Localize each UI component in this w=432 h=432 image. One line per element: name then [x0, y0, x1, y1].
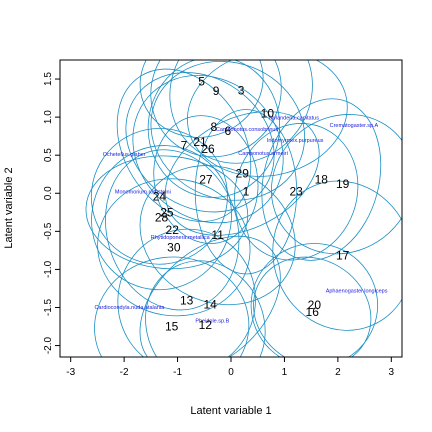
site-ellipse: [90, 128, 228, 265]
site-label: 30: [167, 240, 181, 254]
site-ellipse: [91, 145, 232, 291]
site-label: 20: [308, 298, 322, 312]
species-label: Crematogaster.sp.A: [330, 123, 379, 129]
site-ellipse: [97, 178, 251, 317]
x-tick-label: 0: [228, 367, 234, 378]
x-tick-label: -2: [120, 367, 129, 378]
species-label: Iridomyrmex.purpureus: [267, 138, 324, 144]
x-tick-label: -3: [66, 367, 75, 378]
y-tick-label: -2.0: [43, 337, 54, 355]
site-label: 7: [181, 138, 188, 152]
y-axis-title: Latent variable 2: [3, 167, 15, 248]
site-ellipse: [194, 109, 298, 275]
y-tick-label: 0.0: [43, 186, 54, 200]
species-label: Rhytidoponera.metallica: [151, 235, 211, 241]
site-label: 21: [193, 135, 207, 149]
site-label: 10: [261, 106, 275, 120]
y-tick-label: 1.5: [43, 72, 54, 86]
site-label: 3: [238, 83, 245, 97]
site-label: 26: [201, 142, 215, 156]
y-tick-label: -1.0: [43, 260, 54, 278]
species-label: Monomorium.rothsteini: [115, 189, 171, 195]
species-label: Ochetellus.glaber: [103, 152, 146, 158]
site-ellipse: [85, 155, 249, 270]
site-label: 5: [198, 74, 205, 88]
x-axis: -3 -2 -1 0 1 2 3: [66, 357, 395, 378]
species-label: Pheidole.sp.B: [195, 319, 229, 325]
site-ellipse: [272, 180, 402, 331]
site-ellipse: [187, 60, 348, 177]
site-label: 16: [306, 305, 320, 319]
y-tick-label: -1.5: [43, 298, 54, 316]
site-label: 17: [336, 249, 350, 263]
site-label: 6: [224, 124, 231, 138]
x-tick-label: 1: [282, 367, 288, 378]
site-ellipse: [169, 60, 313, 164]
x-tick-label: 2: [335, 367, 341, 378]
y-tick-label: 0.5: [43, 148, 54, 162]
site-label: 9: [213, 84, 220, 98]
site-label: 1: [243, 185, 250, 199]
site-label: 15: [165, 320, 179, 334]
species-label: Cardiocondyla.nuda.atalanta: [94, 305, 165, 311]
site-label: 29: [236, 166, 250, 180]
site-label: 14: [203, 297, 217, 311]
species-label: Camponotus.armeiri: [238, 151, 288, 157]
species-label: Nylanderia.capitatus: [269, 115, 319, 121]
site-ellipse: [261, 98, 382, 261]
species-labels: Nylanderia.capitatus Crematogaster.sp.A Ir…: [94, 115, 387, 324]
site-label: 24: [153, 189, 167, 203]
site-label: 27: [199, 173, 213, 187]
site-ellipse: [271, 114, 402, 255]
site-ellipse: [250, 243, 379, 357]
site-label: 25: [160, 205, 174, 219]
site-ellipse: [234, 123, 359, 261]
site-ellipse: [150, 60, 306, 201]
site-label: 22: [166, 223, 180, 237]
x-axis-title: Latent variable 1: [190, 405, 271, 417]
site-ellipse: [153, 115, 259, 244]
site-ellipse: [139, 165, 296, 306]
y-axis: -2.0 -1.5 -1.0 -0.5 0.0 0.5 1.0 1.5: [43, 72, 60, 355]
site-ellipse: [145, 260, 266, 357]
site-ellipse: [164, 111, 320, 236]
site-ellipse: [125, 72, 275, 213]
site-ellipse: [150, 60, 282, 158]
site-label: 18: [315, 173, 329, 187]
site-label: 28: [155, 211, 169, 225]
species-label: Camponotus.consobrinus: [216, 127, 279, 133]
site-label: 11: [211, 228, 224, 242]
site-label: 8: [211, 120, 218, 134]
site-ellipse: [139, 60, 264, 138]
species-label: Aphaenogaster.longiceps: [326, 288, 388, 294]
x-tick-label: 3: [389, 367, 395, 378]
site-label: 12: [199, 318, 213, 332]
site-ellipse: [94, 256, 250, 357]
site-ellipse: [116, 68, 252, 222]
site-label: 13: [180, 294, 194, 308]
confidence-ellipses: [85, 60, 402, 357]
y-tick-label: -0.5: [43, 222, 54, 240]
site-label: 19: [336, 177, 350, 191]
site-label: 23: [290, 185, 304, 199]
y-tick-label: 1.0: [43, 110, 54, 124]
site-ellipse: [105, 149, 240, 311]
x-tick-label: -1: [173, 367, 182, 378]
site-ellipse: [132, 74, 284, 224]
